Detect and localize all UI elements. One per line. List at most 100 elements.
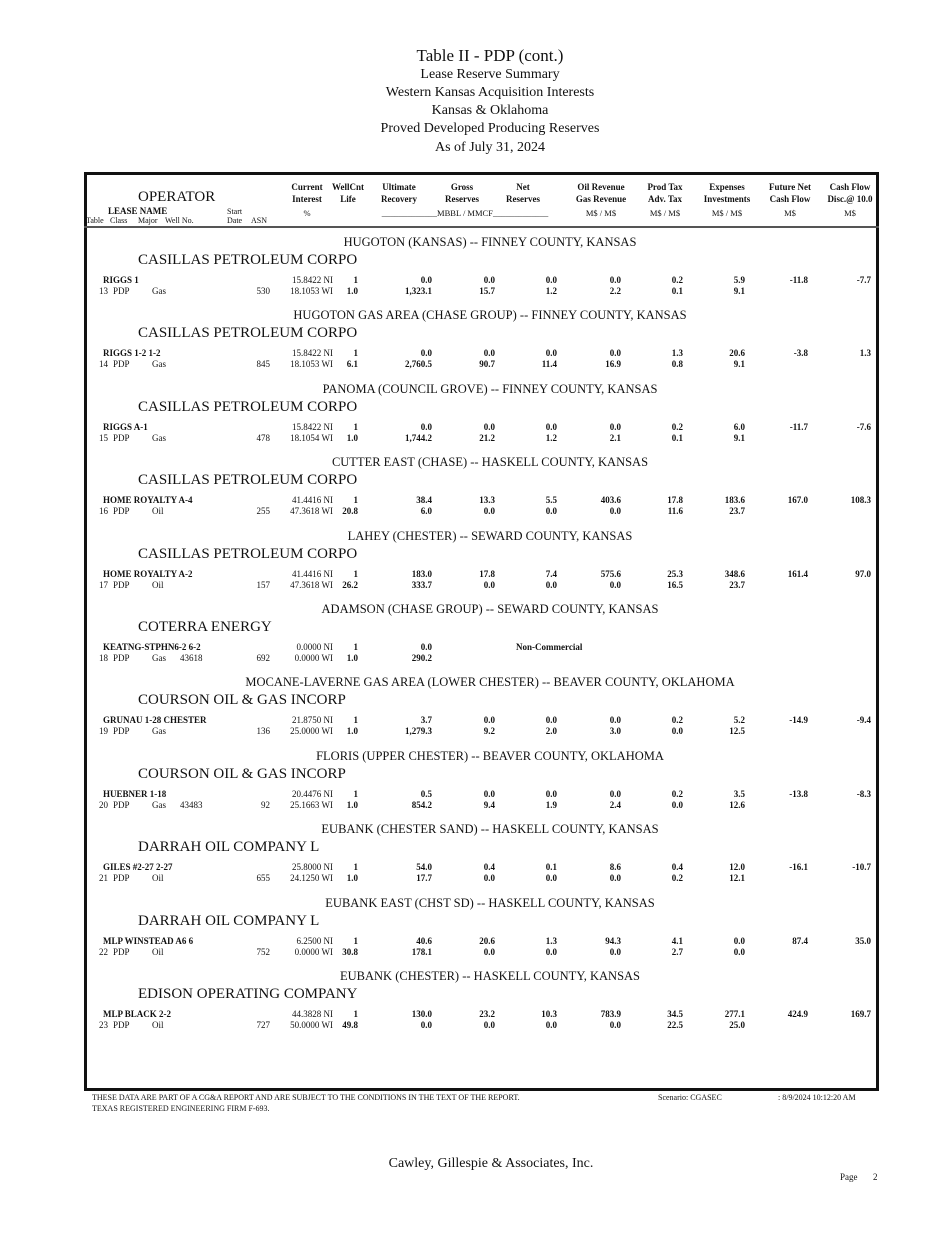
lease-group: PANOMA (COUNCIL GROVE) -- FINNEY COUNTY,… (0, 382, 935, 455)
cell-ult-oil: 183.0 (411, 568, 432, 579)
cell-prod-tax: 4.1 (671, 935, 683, 946)
cell-oil-rev: 0.0 (609, 275, 621, 285)
cell-lease: MLP BLACK 2-2 (103, 1009, 172, 1019)
cell-lease: HUEBNER 1-18 (103, 788, 167, 799)
cell-expenses: 183.6 (724, 495, 745, 506)
cell-ni: 41.4416 NI (292, 568, 333, 579)
cell-well-no: 43618 (180, 653, 203, 663)
header-divider (84, 226, 879, 228)
cell-asn: 692 (256, 653, 271, 663)
report-title: Table II - PDP (cont.) (416, 46, 564, 65)
field-county-heading: HUGOTON (KANSAS) -- FINNEY COUNTY, KANSA… (343, 235, 637, 249)
cell-table: 18 (99, 653, 108, 663)
cell-asn: 752 (256, 946, 271, 957)
field-county-heading: EUBANK EAST (CHST SD) -- HASKELL COUNTY,… (325, 895, 655, 910)
cell-disc: -9.4 (856, 715, 871, 726)
cell-net-gas: 1.2 (545, 286, 557, 296)
cell-table: 17 (99, 579, 108, 590)
cell-ult-gas: 290.2 (411, 653, 432, 663)
cell-ult-gas: 1,323.1 (405, 286, 432, 296)
cell-gross-gas: 0.0 (483, 579, 495, 590)
cell-investments: 9.1 (733, 432, 745, 443)
cell-ni: 15.8422 NI (292, 348, 333, 359)
non-commercial-note: Non-Commercial (516, 642, 583, 652)
cell-ni: 0.0000 NI (296, 642, 334, 652)
header-gross: Gross (450, 182, 474, 192)
field-county-heading: HUGOTON GAS AREA (CHASE GROUP) -- FINNEY… (293, 308, 687, 323)
operator-name: CASILLAS PETROLEUM CORPO (138, 398, 358, 415)
cell-asn: 255 (256, 506, 271, 517)
operator-name: CASILLAS PETROLEUM CORPO (138, 252, 358, 268)
footer-firm: TEXAS REGISTERED ENGINEERING FIRM F-693. (92, 1104, 270, 1113)
cell-wellcnt: 1 (353, 495, 359, 506)
report-subtitle: Proved Developed Producing Reserves (380, 121, 600, 136)
cell-gas-rev: 0.0 (609, 506, 621, 517)
header-net-reserves: Reserves (506, 194, 540, 204)
cell-gross-gas: 0.0 (483, 946, 495, 957)
header-net: Net (516, 182, 530, 192)
cell-ult-oil: 0.0 (420, 348, 432, 359)
cell-class: PDP (113, 359, 130, 370)
header-prod-tax: Prod Tax (647, 182, 683, 192)
cell-future-net: 424.9 (787, 1009, 808, 1019)
cell-investments: 12.6 (729, 799, 745, 810)
cell-adv-tax: 0.0 (671, 799, 683, 810)
cell-ult-gas: 854.2 (411, 799, 432, 810)
cell-future-net: 161.4 (787, 568, 808, 579)
cell-gross-oil: 13.3 (479, 495, 495, 506)
page-label: Page (840, 1172, 858, 1182)
cell-adv-tax: 0.2 (671, 873, 683, 884)
header-units: M$ / M$ (711, 208, 743, 218)
cell-net-oil: 5.5 (545, 495, 557, 506)
header-class: Class (110, 216, 128, 225)
cell-gas-rev: 0.0 (609, 579, 621, 590)
cell-wi: 25.0000 WI (290, 726, 333, 737)
cell-prod-tax: 0.2 (671, 715, 683, 726)
lease-group: ADAMSON (CHASE GROUP) -- SEWARD COUNTY, … (0, 602, 935, 675)
cell-investments: 0.0 (733, 946, 745, 957)
cell-expenses: 20.6 (729, 348, 745, 359)
header-units: M$ (844, 208, 856, 218)
cell-net-oil: 0.0 (545, 788, 557, 799)
cell-wi: 18.1054 WI (290, 432, 333, 443)
lease-group: CUTTER EAST (CHASE) -- HASKELL COUNTY, K… (0, 455, 935, 528)
cell-prod-tax: 0.2 (671, 788, 683, 799)
cell-lease: KEATNG-STPHN6-2 6-2 (103, 642, 201, 652)
header-operator: OPERATOR (138, 189, 216, 205)
cell-net-oil: 0.1 (545, 862, 557, 873)
cell-oil-rev: 783.9 (600, 1009, 621, 1019)
cell-major: Gas (152, 432, 166, 443)
cell-table: 22 (99, 946, 108, 957)
cell-disc: 169.7 (850, 1009, 871, 1019)
cell-life: 49.8 (342, 1020, 358, 1030)
cell-net-oil: 7.4 (545, 568, 557, 579)
cell-class: PDP (113, 1020, 130, 1030)
footer-timestamp: : 8/9/2024 10:12:20 AM (778, 1093, 856, 1102)
cell-gross-gas: 9.2 (483, 726, 495, 737)
cell-adv-tax: 0.1 (671, 286, 683, 296)
cell-table: 13 (99, 286, 108, 296)
cell-major: Gas (152, 726, 166, 737)
header-start: Start (227, 207, 243, 216)
field-county-heading: PANOMA (COUNCIL GROVE) -- FINNEY COUNTY,… (322, 381, 658, 396)
cell-life: 1.0 (346, 653, 358, 663)
cell-net-oil: 0.0 (545, 275, 557, 285)
cell-ult-gas: 178.1 (411, 946, 432, 957)
header-ultimate: Ultimate (382, 182, 416, 192)
cell-life: 30.8 (342, 946, 358, 957)
footer-disclaimer: THESE DATA ARE PART OF A CG&A REPORT AND… (92, 1093, 520, 1102)
cell-class: PDP (113, 726, 130, 737)
cell-net-gas: 0.0 (545, 506, 557, 517)
cell-net-oil: 10.3 (541, 1009, 557, 1019)
cell-net-gas: 0.0 (545, 1020, 557, 1030)
cell-life: 26.2 (342, 579, 358, 590)
cell-disc: -7.6 (856, 421, 871, 432)
cell-disc: 97.0 (855, 568, 871, 579)
cell-major: Oil (152, 579, 164, 590)
cell-prod-tax: 34.5 (667, 1009, 683, 1019)
cell-major: Oil (152, 1020, 164, 1030)
cell-gas-rev: 2.2 (609, 286, 621, 296)
lease-group: EUBANK (CHESTER) -- HASKELL COUNTY, KANS… (0, 969, 935, 1042)
cell-gross-gas: 0.0 (483, 506, 495, 517)
cell-adv-tax: 2.7 (671, 946, 683, 957)
